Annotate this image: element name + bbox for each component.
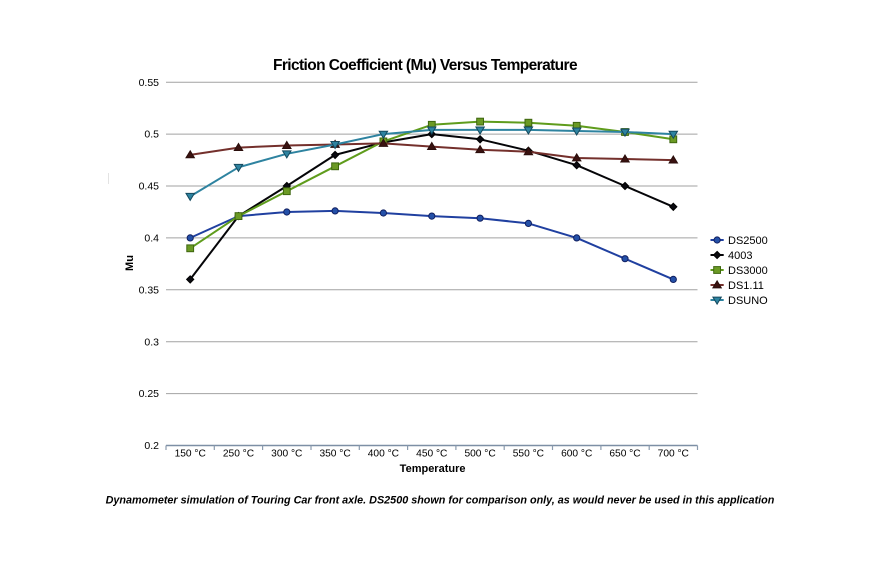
svg-text:700 °C: 700 °C	[658, 449, 689, 460]
svg-text:500 °C: 500 °C	[464, 449, 495, 460]
svg-text:400 °C: 400 °C	[368, 449, 399, 460]
svg-text:650 °C: 650 °C	[609, 449, 640, 460]
svg-text:0.25: 0.25	[139, 388, 160, 400]
svg-text:0.3: 0.3	[144, 336, 159, 348]
svg-text:300 °C: 300 °C	[271, 449, 302, 460]
svg-text:550 °C: 550 °C	[513, 449, 544, 460]
svg-text:Mu: Mu	[124, 255, 136, 271]
svg-text:0.35: 0.35	[139, 284, 160, 296]
svg-text:0.4: 0.4	[144, 233, 159, 245]
svg-text:250 °C: 250 °C	[223, 449, 254, 460]
svg-text:DS2500: DS2500	[728, 235, 768, 247]
svg-text:Temperature: Temperature	[400, 463, 466, 475]
svg-text:DSUNO: DSUNO	[728, 295, 768, 307]
svg-text:350 °C: 350 °C	[319, 449, 350, 460]
svg-text:Friction Coefficient (Mu) Vers: Friction Coefficient (Mu) Versus Tempera…	[273, 57, 578, 74]
svg-text:0.55: 0.55	[139, 77, 160, 89]
svg-text:150 °C: 150 °C	[175, 449, 206, 460]
svg-text:DS1.11: DS1.11	[728, 280, 764, 292]
svg-text:600 °C: 600 °C	[561, 449, 592, 460]
svg-text:0.2: 0.2	[144, 440, 159, 452]
svg-text:0.45: 0.45	[139, 181, 160, 193]
svg-text:450 °C: 450 °C	[416, 449, 447, 460]
svg-text:0.5: 0.5	[144, 129, 159, 141]
svg-text:Dynamometer simulation of Tour: Dynamometer simulation of Touring Car fr…	[106, 495, 775, 507]
svg-text:DS3000: DS3000	[728, 265, 768, 277]
svg-text:4003: 4003	[728, 250, 752, 262]
